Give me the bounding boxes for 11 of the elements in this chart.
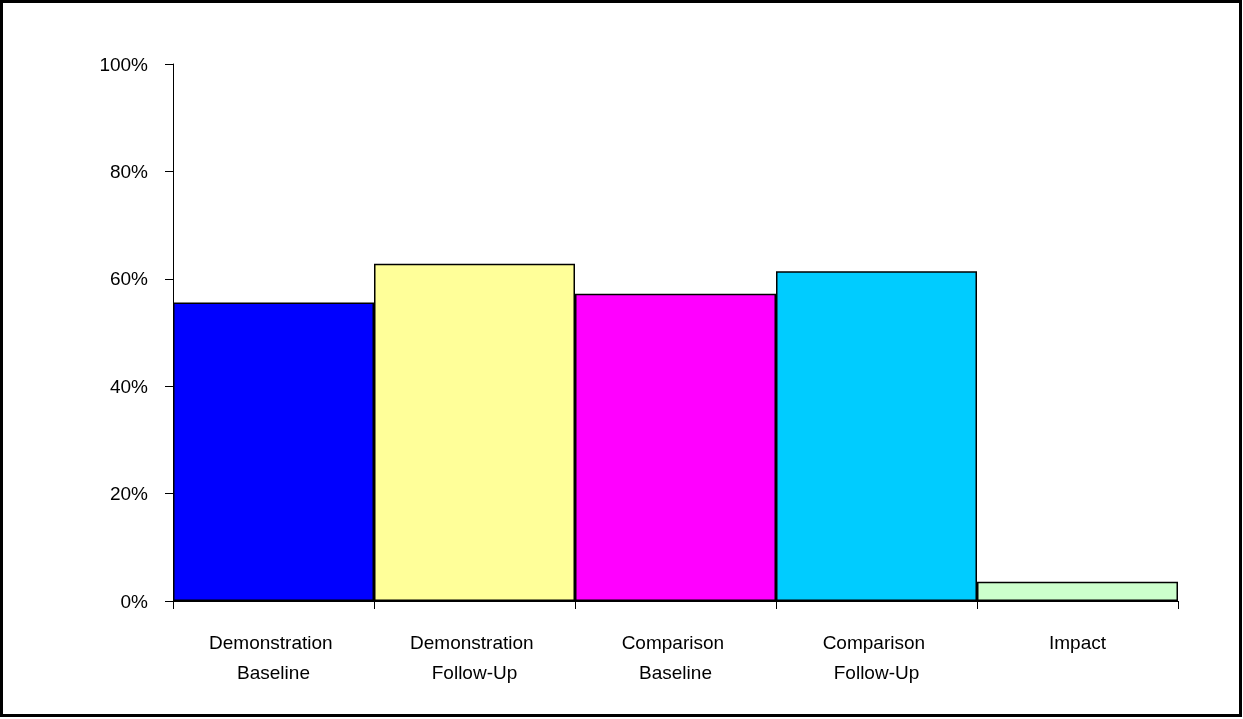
x-tick-label: Demonstration Baseline: [209, 631, 338, 683]
y-tick-label: 60%: [109, 268, 149, 290]
y-tick-label: 20%: [109, 483, 149, 505]
y-tick-label: 0%: [120, 590, 149, 612]
y-tick-label: 80%: [109, 160, 149, 182]
x-tick-label: Demonstration Follow-Up: [410, 631, 539, 683]
x-tick-label: Comparison Baseline: [621, 631, 730, 683]
y-tick-label: 40%: [109, 375, 149, 397]
x-tick-label: Comparison Follow-Up: [822, 631, 931, 683]
y-tick-label: 100%: [99, 53, 149, 75]
x-tick-label: Impact: [1048, 631, 1107, 653]
